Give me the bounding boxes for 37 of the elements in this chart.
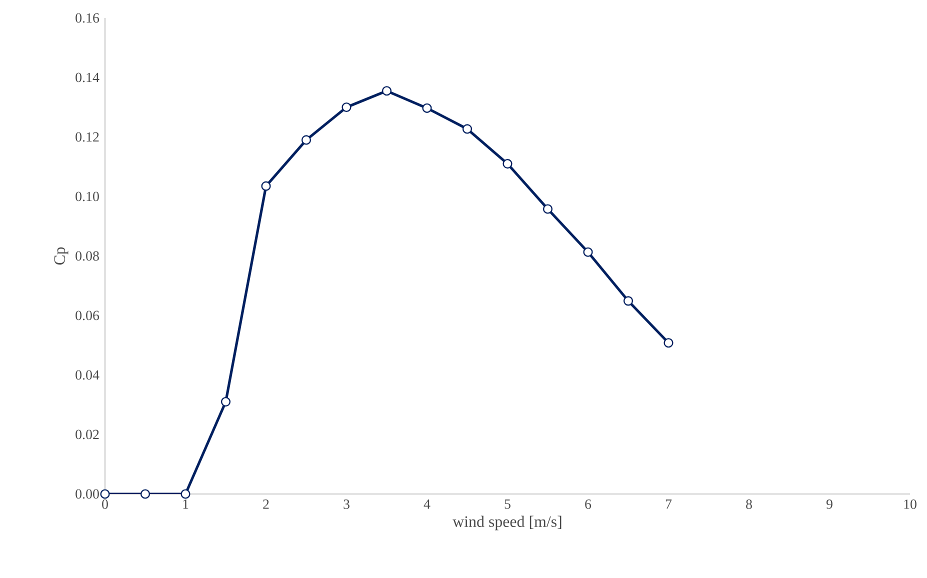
point [180,489,190,499]
y-tick-label: 0.06 [76,310,100,320]
y-tick-label: 0.16 [76,13,100,23]
point [220,396,231,407]
point [261,181,271,191]
x-tick-label: 1 [183,500,188,509]
y-tick-label: 0.00 [76,489,99,499]
x-tick-label: 8 [746,500,752,509]
point [100,489,110,499]
y-tick-label: 0.04 [76,370,100,380]
y-tick-label: 0.12 [76,132,99,142]
x-tick-label: 10 [904,500,916,509]
point [542,204,553,214]
point [382,86,392,96]
y-axis-title: Cp [54,247,68,265]
point [422,103,432,113]
y-tick-label: 0.10 [76,192,99,202]
point [301,135,312,145]
x-tick-label: 4 [424,500,430,509]
x-tick-label: 9 [826,500,832,509]
point [462,124,472,134]
point [502,158,512,169]
point [664,338,674,348]
x-tick-label: 7 [666,500,672,509]
y-tick-label: 0.08 [76,251,99,261]
x-axis-title: wind speed [m/s] [452,516,562,530]
x-tick-label: 0 [102,500,108,509]
x-tick-label: 2 [263,500,269,509]
point [623,296,634,306]
point [583,247,593,257]
y-tick-label: 0.14 [76,72,100,82]
x-tick-label: 6 [585,500,592,509]
point [140,489,150,499]
y-tick-label: 0.02 [76,430,99,440]
x-tick-label: 3 [344,500,350,509]
point [342,102,352,112]
x-tick-label: 5 [504,500,510,509]
